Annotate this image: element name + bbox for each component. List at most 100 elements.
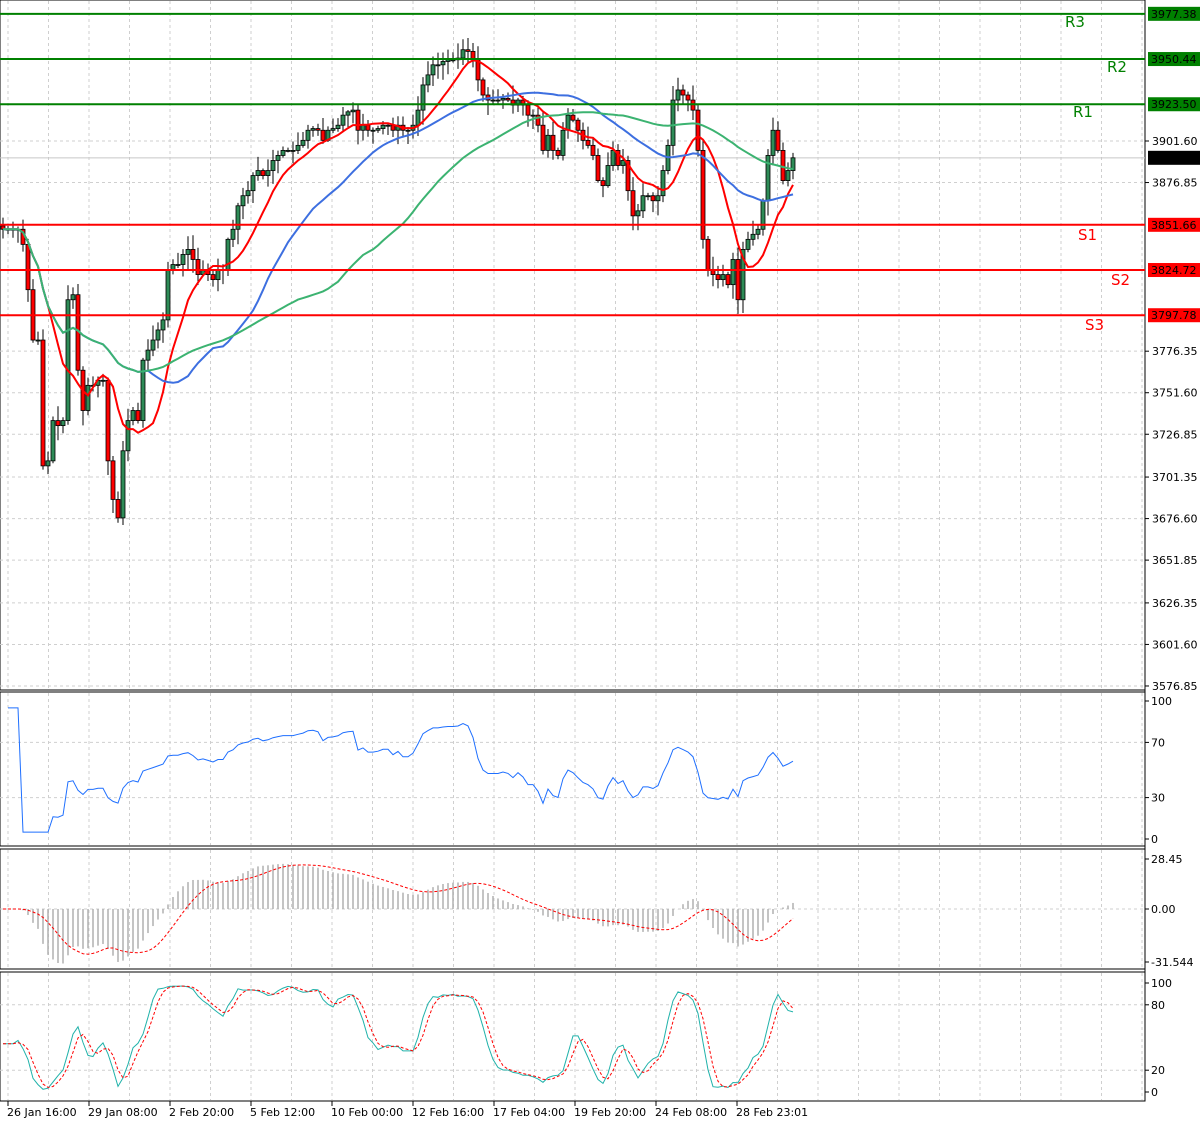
moving-average-line — [3, 59, 794, 434]
candle — [620, 148, 626, 174]
candle — [115, 491, 121, 523]
level-price-label: 3797.78 — [1151, 309, 1197, 322]
candle-body — [305, 129, 311, 141]
candle-body — [790, 157, 796, 171]
candle-body — [770, 129, 776, 156]
candle-body — [645, 195, 651, 198]
candle-body — [715, 274, 721, 281]
y-tick-label: 0.00 — [1151, 903, 1176, 916]
candle — [550, 121, 556, 160]
candle — [165, 261, 171, 328]
pane-frame-1 — [0, 691, 1146, 847]
y-tick-label: 3701.35 — [1152, 471, 1198, 484]
candle-body — [250, 175, 256, 192]
candle-body — [675, 89, 681, 101]
candle-body — [545, 134, 551, 151]
candle-body — [655, 195, 661, 202]
y-tick-label: 3751.60 — [1152, 387, 1198, 400]
level-price-tag — [1148, 308, 1200, 323]
candle — [350, 102, 356, 124]
candle — [570, 109, 576, 123]
candle — [775, 121, 781, 153]
candle — [50, 416, 56, 464]
y-tick-label: 80 — [1151, 999, 1165, 1012]
candle — [375, 125, 381, 133]
candle — [610, 141, 616, 171]
candle-body — [440, 61, 446, 66]
candle-body — [270, 160, 276, 171]
candle — [480, 77, 486, 102]
candle-body — [140, 359, 146, 421]
level-name-r3: R3 — [1065, 13, 1085, 31]
candle — [320, 117, 326, 144]
candle — [180, 249, 186, 277]
candle — [345, 110, 351, 127]
candle-body — [505, 97, 511, 101]
candle-body — [560, 129, 566, 156]
candle-body — [750, 233, 756, 240]
candle-body — [405, 129, 411, 132]
candle — [240, 187, 246, 220]
level-price-tag — [1148, 6, 1200, 21]
candle — [430, 56, 436, 86]
candle — [575, 117, 581, 142]
candle-body — [235, 205, 241, 230]
candle-body — [780, 149, 786, 182]
candle-body — [720, 274, 726, 281]
candle — [335, 118, 341, 132]
candle-body — [145, 349, 151, 361]
level-price-label: 3950.44 — [1151, 53, 1197, 66]
candle-body — [125, 420, 131, 452]
candle-body — [680, 89, 686, 96]
x-tick-label: 2 Feb 20:00 — [169, 1106, 234, 1119]
x-tick-label: 28 Feb 23:01 — [736, 1106, 808, 1119]
candle-body — [55, 420, 61, 427]
candle-body — [285, 149, 291, 152]
candle-body — [495, 99, 501, 102]
y-tick-label: 0 — [1151, 833, 1158, 846]
stochastic-signal-line — [3, 985, 794, 1088]
candle-body — [255, 170, 261, 176]
candle — [340, 107, 346, 133]
candle — [490, 89, 496, 104]
candle — [300, 132, 306, 148]
candle — [210, 270, 216, 287]
candle-body — [640, 195, 646, 212]
current-price-label: 3891.58 — [1151, 152, 1197, 165]
level-price-tag — [1148, 52, 1200, 67]
candle — [745, 231, 751, 253]
y-tick-label: 28.45 — [1151, 853, 1183, 866]
x-tick-label: 5 Feb 12:00 — [250, 1106, 315, 1119]
candle-body — [230, 228, 236, 240]
candle — [70, 287, 76, 309]
candle-body — [420, 84, 426, 111]
candle-body — [360, 124, 366, 131]
y-tick-label: 3776.35 — [1152, 345, 1198, 358]
candle — [695, 103, 701, 157]
y-tick-label: 3726.85 — [1152, 428, 1198, 441]
candle — [660, 165, 666, 203]
candle-body — [330, 128, 336, 131]
candle-body — [210, 274, 216, 281]
candle — [440, 52, 446, 80]
candle — [275, 150, 281, 174]
candle-body — [785, 170, 791, 182]
candle-body — [550, 134, 556, 151]
candle-body — [165, 269, 171, 321]
candle-body — [570, 114, 576, 121]
candle-body — [355, 109, 361, 131]
candle — [655, 186, 661, 216]
candle — [120, 441, 126, 525]
level-price-tag — [1148, 217, 1200, 232]
candle-body — [480, 79, 486, 96]
y-tick-label: 3876.85 — [1152, 177, 1198, 190]
candle — [645, 192, 651, 201]
candle-body — [385, 124, 391, 127]
candle-body — [370, 129, 376, 132]
candle — [260, 168, 266, 180]
candle — [280, 146, 286, 158]
candle — [140, 357, 146, 428]
level-name-s3: S3 — [1085, 316, 1104, 334]
candle — [255, 156, 261, 181]
